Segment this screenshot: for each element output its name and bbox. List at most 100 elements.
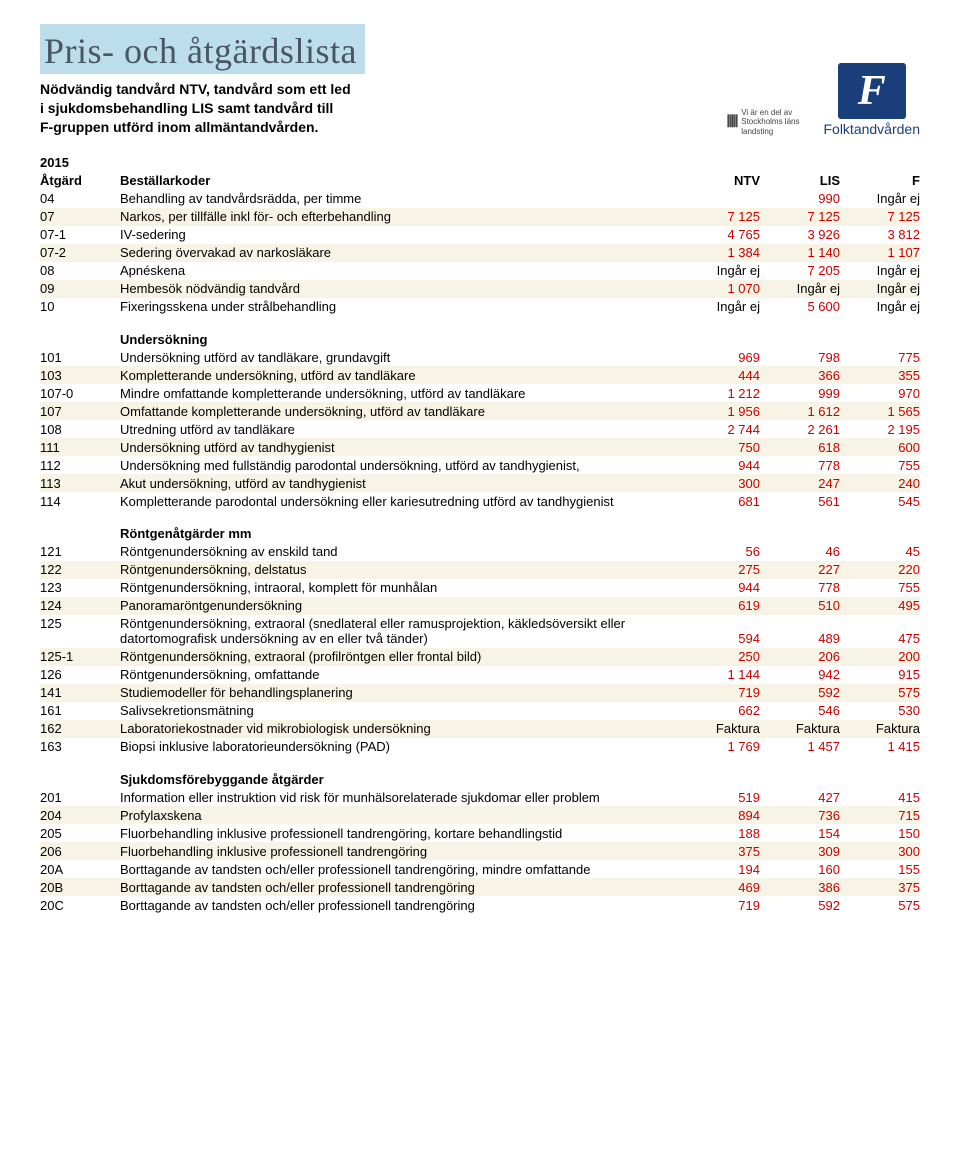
section-title: Undersökning [120, 316, 680, 349]
row-code: 101 [40, 348, 120, 366]
row-f: 575 [840, 684, 920, 702]
table-row: 162Laboratoriekostnader vid mikrobiologi… [40, 720, 920, 738]
section-title: Sjukdomsförebyggande åtgärder [120, 756, 680, 789]
row-code: 20B [40, 878, 120, 896]
page-title: Pris- och åtgärdslista [40, 24, 365, 74]
row-ntv: 519 [680, 788, 760, 806]
row-code: 10 [40, 298, 120, 316]
table-row: 205Fluorbehandling inklusive professione… [40, 824, 920, 842]
table-row: 10Fixeringsskena under strålbehandlingIn… [40, 298, 920, 316]
table-row: 111Undersökning utförd av tandhygienist7… [40, 438, 920, 456]
table-row: 124Panoramaröntgenundersökning619510495 [40, 597, 920, 615]
row-ntv: 250 [680, 648, 760, 666]
row-f: 415 [840, 788, 920, 806]
row-ntv: 1 144 [680, 666, 760, 684]
price-table: ÅtgärdBeställarkoderNTVLISF04Behandling … [40, 172, 920, 915]
table-row: 101Undersökning utförd av tandläkare, gr… [40, 348, 920, 366]
row-lis: 999 [760, 384, 840, 402]
row-f: 200 [840, 648, 920, 666]
row-desc: Undersökning med fullständig parodontal … [120, 456, 680, 474]
row-desc: Laboratoriekostnader vid mikrobiologisk … [120, 720, 680, 738]
table-row: 20ABorttagande av tandsten och/eller pro… [40, 860, 920, 878]
brand-logo-mark: F [838, 63, 906, 119]
row-lis: 1 140 [760, 244, 840, 262]
table-row: 121Röntgenundersökning av enskild tand56… [40, 543, 920, 561]
row-ntv: 275 [680, 561, 760, 579]
row-ntv: 594 [680, 615, 760, 648]
row-code: 114 [40, 492, 120, 510]
row-lis: 366 [760, 366, 840, 384]
row-ntv: 944 [680, 579, 760, 597]
row-code: 107-0 [40, 384, 120, 402]
table-row: 123Röntgenundersökning, intraoral, kompl… [40, 579, 920, 597]
table-row: 07-2Sedering övervakad av narkosläkare1 … [40, 244, 920, 262]
row-lis: 5 600 [760, 298, 840, 316]
table-row: 107Omfattande kompletterande undersöknin… [40, 402, 920, 420]
row-code: 111 [40, 438, 120, 456]
row-code: 107 [40, 402, 120, 420]
row-code: 108 [40, 420, 120, 438]
table-row: 07Narkos, per tillfälle inkl för- och ef… [40, 208, 920, 226]
row-lis: 489 [760, 615, 840, 648]
table-row: 201Information eller instruktion vid ris… [40, 788, 920, 806]
row-desc: Mindre omfattande kompletterande undersö… [120, 384, 680, 402]
row-ntv: 681 [680, 492, 760, 510]
row-ntv: 1 384 [680, 244, 760, 262]
row-f: 475 [840, 615, 920, 648]
row-ntv: 4 765 [680, 226, 760, 244]
row-lis: 2 261 [760, 420, 840, 438]
row-f: 220 [840, 561, 920, 579]
header-left: Pris- och åtgärdslista Nödvändig tandvår… [40, 24, 727, 137]
table-row: 163Biopsi inklusive laboratorieundersökn… [40, 738, 920, 756]
row-lis: 736 [760, 806, 840, 824]
row-ntv: 188 [680, 824, 760, 842]
row-ntv: 1 070 [680, 280, 760, 298]
header-right: ⫴⫴ Vi är en del av Stockholms läns lands… [727, 63, 920, 137]
row-lis: 427 [760, 788, 840, 806]
partner-logo-text: Vi är en del av Stockholms läns landstin… [741, 108, 799, 137]
row-lis: 386 [760, 878, 840, 896]
row-code: 113 [40, 474, 120, 492]
row-desc: Profylaxskena [120, 806, 680, 824]
row-f: 355 [840, 366, 920, 384]
table-row: 113Akut undersökning, utförd av tandhygi… [40, 474, 920, 492]
row-desc: IV-sedering [120, 226, 680, 244]
row-ntv: Ingår ej [680, 262, 760, 280]
row-code: 08 [40, 262, 120, 280]
row-f: 545 [840, 492, 920, 510]
row-code: 141 [40, 684, 120, 702]
row-ntv: 300 [680, 474, 760, 492]
table-row: 20BBorttagande av tandsten och/eller pro… [40, 878, 920, 896]
row-ntv: 469 [680, 878, 760, 896]
row-code: 205 [40, 824, 120, 842]
row-code: 126 [40, 666, 120, 684]
table-row: 103Kompletterande undersökning, utförd a… [40, 366, 920, 384]
table-row: 122Röntgenundersökning, delstatus2752272… [40, 561, 920, 579]
row-f: 775 [840, 348, 920, 366]
row-lis: 778 [760, 456, 840, 474]
section-title-row: Sjukdomsförebyggande åtgärder [40, 756, 920, 789]
row-f: 600 [840, 438, 920, 456]
row-desc: Röntgenundersökning, extraoral (snedlate… [120, 615, 680, 648]
row-code: 103 [40, 366, 120, 384]
row-lis: 1 457 [760, 738, 840, 756]
row-lis: 227 [760, 561, 840, 579]
row-f: 755 [840, 579, 920, 597]
row-code: 20A [40, 860, 120, 878]
row-ntv: 375 [680, 842, 760, 860]
row-desc: Borttagande av tandsten och/eller profes… [120, 860, 680, 878]
row-f: 1 415 [840, 738, 920, 756]
row-ntv: Faktura [680, 720, 760, 738]
row-code: 07-1 [40, 226, 120, 244]
row-code: 07 [40, 208, 120, 226]
table-row: 125Röntgenundersökning, extraoral (snedl… [40, 615, 920, 648]
row-f: 970 [840, 384, 920, 402]
section-title: Röntgenåtgärder mm [120, 510, 680, 543]
row-desc: Biopsi inklusive laboratorieundersökning… [120, 738, 680, 756]
row-desc: Borttagande av tandsten och/eller profes… [120, 896, 680, 914]
row-lis: 7 205 [760, 262, 840, 280]
row-code: 122 [40, 561, 120, 579]
table-row: 161Salivsekretionsmätning662546530 [40, 702, 920, 720]
row-f: 7 125 [840, 208, 920, 226]
row-desc: Fixeringsskena under strålbehandling [120, 298, 680, 316]
